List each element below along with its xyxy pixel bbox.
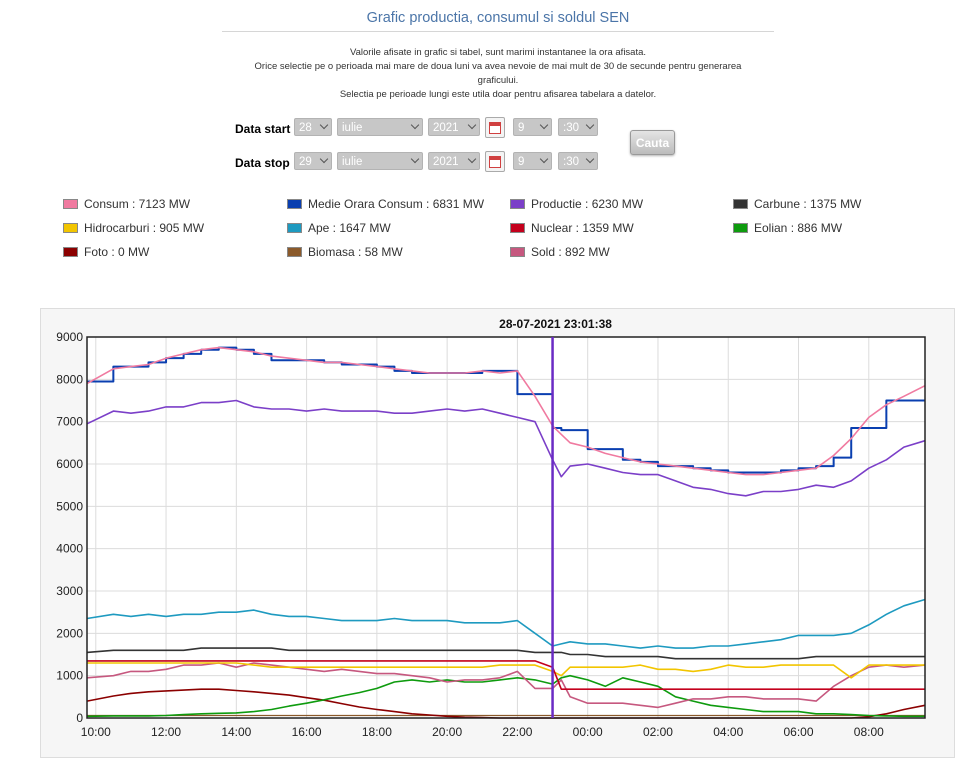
x-tick-label: 18:00 xyxy=(362,725,392,739)
legend-swatch xyxy=(287,199,302,209)
chevron-down-icon xyxy=(467,120,477,130)
y-tick-label: 3000 xyxy=(56,584,83,598)
series-line xyxy=(87,660,925,690)
calendar-icon[interactable] xyxy=(485,151,505,172)
legend-swatch xyxy=(510,223,525,233)
data-start-label: Data start xyxy=(235,122,291,136)
legend-label: Hidrocarburi : 905 MW xyxy=(84,221,205,235)
legend-label: Nuclear : 1359 MW xyxy=(531,221,634,235)
start-year-select[interactable]: 2021 xyxy=(428,118,480,136)
legend-label: Productie : 6230 MW xyxy=(531,197,644,211)
x-tick-label: 10:00 xyxy=(81,725,111,739)
line-chart[interactable]: 0 1000 2000 3000 4000 5000 6000 7000 8000 9000 10:… xyxy=(40,308,955,758)
legend-swatch xyxy=(63,223,78,233)
plot-frame xyxy=(86,336,926,719)
chevron-down-icon xyxy=(319,120,329,130)
stop-minute-select[interactable]: :30 xyxy=(558,152,598,170)
legend-swatch xyxy=(63,199,78,209)
series-line xyxy=(86,647,925,660)
chevron-down-icon xyxy=(319,154,329,164)
series-line xyxy=(86,662,926,709)
x-tick-label: 02:00 xyxy=(643,725,673,739)
x-tick-label: 16:00 xyxy=(292,725,322,739)
legend-label: Ape : 1647 MW xyxy=(308,221,391,235)
series-line xyxy=(86,598,926,649)
info-note-1: Valorile afisate in grafic si tabel, sun… xyxy=(349,47,647,58)
info-note-4: Selectia pe perioade lungi este utila do… xyxy=(339,89,657,100)
start-minute-select[interactable]: :30 xyxy=(558,118,598,136)
page-title: Grafic productia, consumul si soldul SEN xyxy=(222,10,774,32)
data-stop-label: Data stop xyxy=(235,156,290,170)
y-tick-label: 8000 xyxy=(56,372,83,386)
legend-label: Foto : 0 MW xyxy=(84,245,150,259)
stop-hour-select[interactable]: 9 xyxy=(513,152,552,170)
x-tick-label: 14:00 xyxy=(221,725,251,739)
calendar-icon[interactable] xyxy=(485,117,505,138)
x-tick-label: 00:00 xyxy=(573,725,603,739)
x-tick-label: 08:00 xyxy=(854,725,884,739)
x-tick-label: 20:00 xyxy=(432,725,462,739)
chevron-down-icon xyxy=(410,120,420,130)
legend-item[interactable]: Consum : 7123 MW xyxy=(63,197,190,211)
x-tick-label: 06:00 xyxy=(783,725,813,739)
legend-item[interactable]: Ape : 1647 MW xyxy=(287,221,391,235)
legend-item[interactable]: Biomasa : 58 MW xyxy=(287,245,403,259)
y-tick-label: 7000 xyxy=(56,415,83,429)
legend-swatch xyxy=(63,247,78,257)
legend-swatch xyxy=(510,199,525,209)
y-tick-label: 1000 xyxy=(56,669,83,683)
legend-swatch xyxy=(287,223,302,233)
legend-item[interactable]: Medie Orara Consum : 6831 MW xyxy=(287,197,484,211)
legend-label: Consum : 7123 MW xyxy=(84,197,191,211)
legend-swatch xyxy=(733,199,748,209)
start-hour-select[interactable]: 9 xyxy=(513,118,552,136)
legend-label: Biomasa : 58 MW xyxy=(308,245,403,259)
x-tick-label: 22:00 xyxy=(502,725,532,739)
chevron-down-icon xyxy=(585,154,595,164)
chevron-down-icon xyxy=(467,154,477,164)
y-tick-label: 9000 xyxy=(56,330,83,344)
y-tick-label: 4000 xyxy=(56,542,83,556)
legend-label: Sold : 892 MW xyxy=(531,245,610,259)
legend-swatch xyxy=(733,223,748,233)
chevron-down-icon xyxy=(539,154,549,164)
legend-item[interactable]: Productie : 6230 MW xyxy=(510,197,643,211)
legend-swatch xyxy=(510,247,525,257)
chevron-down-icon xyxy=(539,120,549,130)
start-day-select[interactable]: 28 xyxy=(294,118,332,136)
legend-item[interactable]: Hidrocarburi : 905 MW xyxy=(63,221,204,235)
stop-day-select[interactable]: 29 xyxy=(294,152,332,170)
y-tick-label: 5000 xyxy=(56,499,83,513)
legend-item[interactable]: Foto : 0 MW xyxy=(63,245,149,259)
legend-item[interactable]: Nuclear : 1359 MW xyxy=(510,221,634,235)
y-tick-label: 2000 xyxy=(56,626,83,640)
legend-label: Medie Orara Consum : 6831 MW xyxy=(308,197,485,211)
legend-item[interactable]: Sold : 892 MW xyxy=(510,245,610,259)
y-tick-label: 0 xyxy=(76,711,83,725)
x-tick-label: 04:00 xyxy=(713,725,743,739)
legend-label: Carbune : 1375 MW xyxy=(754,197,862,211)
cursor-timestamp: 28-07-2021 23:01:38 xyxy=(499,317,612,331)
legend-swatch xyxy=(287,247,302,257)
series-line xyxy=(86,674,925,718)
search-button[interactable]: Cauta xyxy=(630,130,675,155)
legend-label: Eolian : 886 MW xyxy=(754,221,843,235)
x-tick-label: 12:00 xyxy=(151,725,181,739)
stop-month-select[interactable]: iulie xyxy=(337,152,423,170)
series-line xyxy=(86,346,926,476)
series-line xyxy=(87,662,925,679)
series-line xyxy=(86,399,926,497)
y-tick-label: 6000 xyxy=(56,457,83,471)
info-note-2: Orice selectie pe o perioada mai mare de… xyxy=(254,61,742,72)
plot-area xyxy=(87,337,925,718)
chevron-down-icon xyxy=(410,154,420,164)
chevron-down-icon xyxy=(585,120,595,130)
info-note-3: graficului. xyxy=(477,75,519,86)
stop-year-select[interactable]: 2021 xyxy=(428,152,480,170)
legend-item[interactable]: Carbune : 1375 MW xyxy=(733,197,861,211)
start-month-select[interactable]: iulie xyxy=(337,118,423,136)
legend-item[interactable]: Eolian : 886 MW xyxy=(733,221,842,235)
